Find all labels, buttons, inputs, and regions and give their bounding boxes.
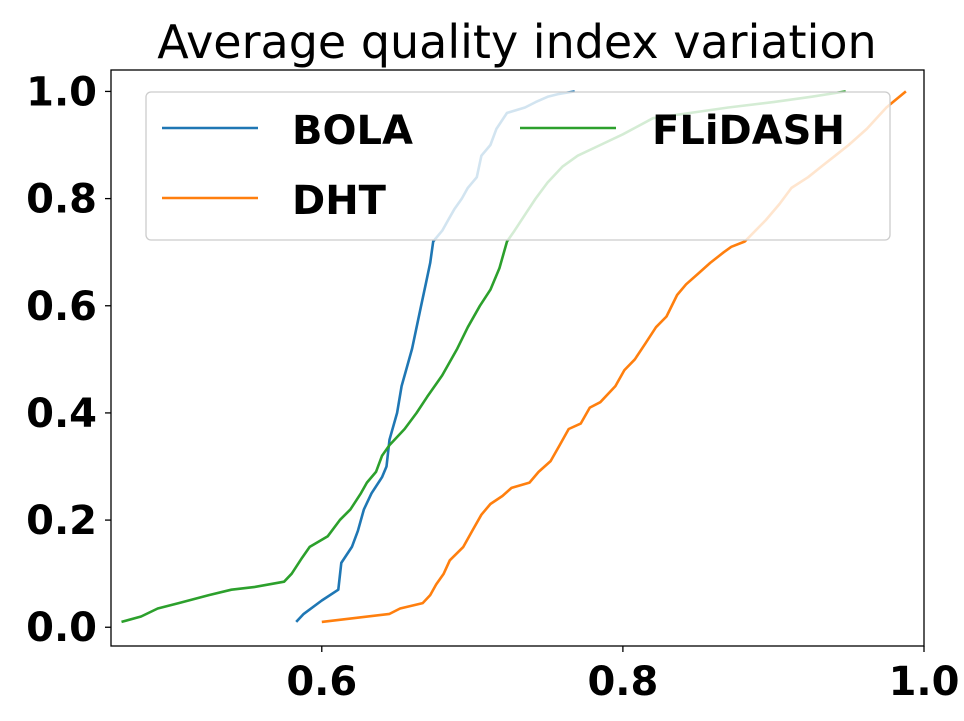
legend: BOLA DHT FLiDASH [145,91,891,241]
y-tick-label: 0.2 [26,498,97,544]
legend-label-dht: DHT [292,178,387,224]
legend-label-bola: BOLA [292,108,413,154]
x-axis-ticks: 0.6 0.8 1.0 [286,646,959,705]
y-tick-label: 0.6 [26,284,97,330]
y-tick-label: 1.0 [26,69,97,115]
y-tick-label: 0.4 [26,391,97,437]
legend-label-flidash: FLiDASH [652,108,845,154]
x-tick-label: 0.8 [587,659,658,705]
y-axis-ticks: 0.0 0.2 0.4 0.6 0.8 1.0 [26,69,111,651]
x-tick-label: 0.6 [286,659,357,705]
legend-box [145,91,891,241]
x-tick-label: 1.0 [889,659,960,705]
y-tick-label: 0.0 [26,605,97,651]
plot-frame [110,69,925,647]
chart-title: Average quality index variation [157,15,876,69]
y-tick-label: 0.8 [26,177,97,223]
